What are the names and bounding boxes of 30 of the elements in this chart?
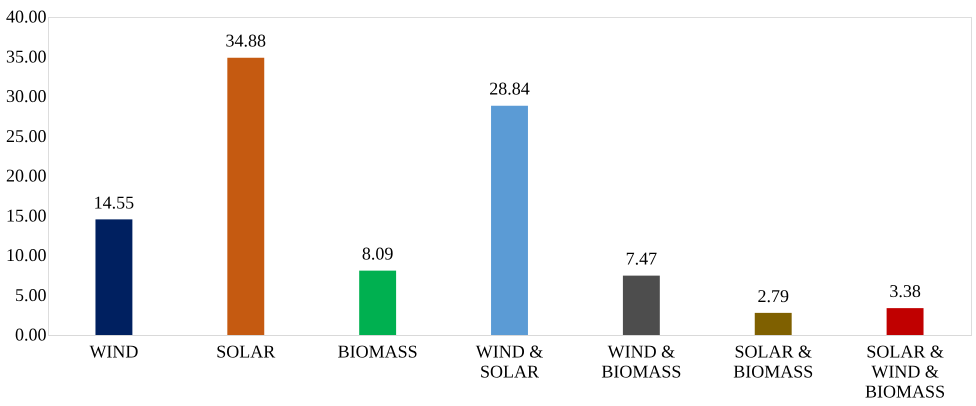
y-tick-label: 30.00 — [6, 86, 46, 106]
x-tick-label: BIOMASS — [338, 342, 418, 362]
bar — [886, 308, 924, 335]
bar — [95, 219, 132, 335]
bar — [227, 58, 264, 335]
y-tick-label: 35.00 — [6, 46, 46, 66]
y-tick-label: 25.00 — [6, 126, 46, 146]
bar — [622, 276, 660, 335]
x-tick-label: WIND & SOLAR — [476, 342, 544, 382]
data-label: 2.79 — [757, 286, 789, 306]
x-tick-label: SOLAR — [216, 342, 276, 362]
y-tick-label: 15.00 — [6, 205, 46, 226]
data-label: 8.09 — [362, 244, 394, 264]
data-label: 3.38 — [889, 281, 921, 302]
bar — [491, 106, 528, 335]
data-label: 14.55 — [94, 192, 134, 212]
y-tick-label: 5.00 — [15, 284, 46, 305]
data-label: 28.84 — [489, 78, 530, 99]
y-tick-label: 40.00 — [6, 6, 46, 26]
bar — [359, 270, 396, 335]
data-label: 7.47 — [626, 248, 658, 269]
x-tick-label: WIND & BIOMASS — [601, 342, 682, 382]
x-tick-label: SOLAR & WIND & BIOMASS — [865, 342, 946, 402]
data-label: 34.88 — [226, 30, 266, 51]
x-tick-label: SOLAR & BIOMASS — [733, 342, 814, 382]
y-tick-label: 10.00 — [6, 245, 46, 265]
y-tick-label: 20.00 — [6, 166, 46, 186]
x-tick-label: WIND — [89, 342, 138, 362]
y-tick-label: 0.00 — [15, 324, 46, 344]
bar — [754, 312, 792, 335]
